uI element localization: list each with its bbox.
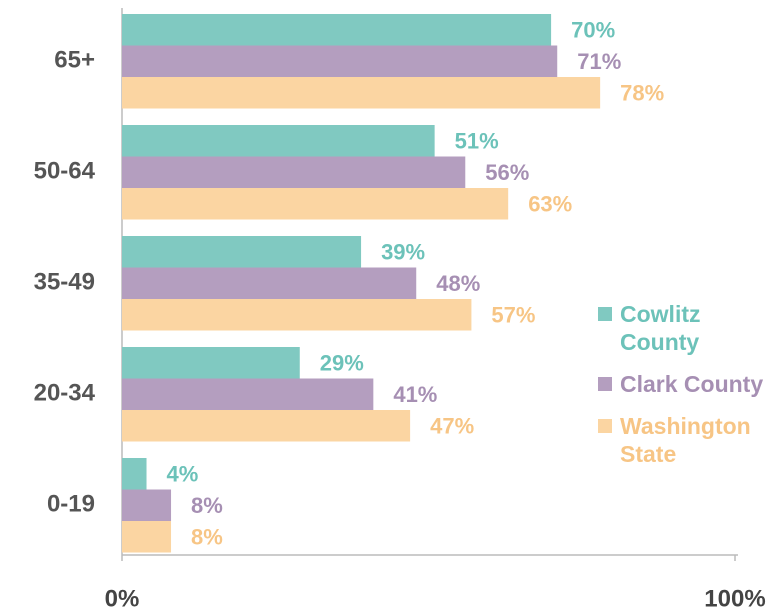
data-label: 71% xyxy=(577,49,621,74)
legend-item: Cowlitz County xyxy=(598,300,784,356)
data-label: 39% xyxy=(381,240,425,265)
bar xyxy=(122,521,172,553)
bar xyxy=(122,77,601,109)
y-tick-label: 50-64 xyxy=(34,158,96,185)
bar xyxy=(122,236,362,268)
legend-item: Washington State xyxy=(598,412,784,468)
bar xyxy=(122,14,552,46)
bar xyxy=(122,125,435,157)
bar xyxy=(122,299,472,331)
legend-item: Clark County xyxy=(598,370,784,398)
y-tick-label: 0-19 xyxy=(47,491,95,518)
y-tick-label: 35-49 xyxy=(34,269,95,296)
bar xyxy=(122,458,147,490)
legend-swatch xyxy=(598,419,612,433)
legend: Cowlitz County Clark County Washington Sta… xyxy=(598,300,784,482)
bar xyxy=(122,378,374,410)
y-tick-label: 65+ xyxy=(54,47,95,74)
x-tick-label: 0% xyxy=(105,585,140,612)
data-label: 41% xyxy=(393,382,437,407)
bar xyxy=(122,45,558,77)
data-label: 8% xyxy=(191,493,223,518)
bar xyxy=(122,267,417,299)
data-label: 8% xyxy=(191,525,223,550)
legend-label: Washington State xyxy=(620,413,751,467)
legend-swatch xyxy=(598,377,612,391)
bar xyxy=(122,410,411,442)
data-label: 48% xyxy=(436,271,480,296)
data-label: 78% xyxy=(620,81,664,106)
x-tick-label: 100% xyxy=(704,585,765,612)
y-tick-label: 20-34 xyxy=(34,380,96,407)
data-label: 57% xyxy=(491,303,535,328)
bar xyxy=(122,489,172,521)
data-label: 51% xyxy=(455,129,499,154)
bar xyxy=(122,347,300,379)
data-label: 56% xyxy=(485,160,529,185)
bar xyxy=(122,156,466,188)
legend-label: Cowlitz County xyxy=(620,301,701,355)
data-label: 70% xyxy=(571,18,615,43)
legend-label: Clark County xyxy=(620,371,764,397)
data-label: 4% xyxy=(167,462,199,487)
data-label: 63% xyxy=(528,192,572,217)
legend-swatch xyxy=(598,307,612,321)
bar xyxy=(122,188,509,220)
data-label: 47% xyxy=(430,414,474,439)
data-label: 29% xyxy=(320,351,364,376)
